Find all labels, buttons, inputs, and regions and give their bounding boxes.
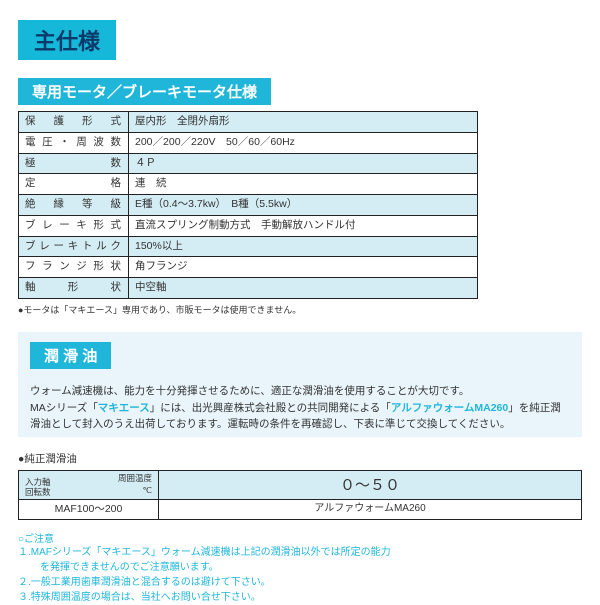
spec-table: 保 護 形 式屋内形 全閉外扇形電圧・周波数200／200／220V 50／60…	[18, 111, 478, 299]
spec-value: E種（0.4～3.7kw） B種（5.5kw）	[129, 195, 478, 216]
spec-label: ブレーキ形式	[19, 215, 129, 236]
spec-value: 角フランジ	[129, 257, 478, 278]
lub-model-range: MAF100～200	[19, 499, 159, 519]
caution-item: １.MAFシリーズ「マキエース」ウォーム減速機は上記の潤滑油以外では所定の能力 …	[18, 545, 582, 575]
spec-label: 保 護 形 式	[19, 112, 129, 133]
spec-label: 極 数	[19, 153, 129, 174]
lubricant-paragraph: ウォーム減速機は、能力を十分発揮させるために、適正な潤滑油を使用することが大切で…	[30, 383, 570, 433]
spec-label: ブレーキトルク	[19, 236, 129, 257]
spec-value: 150%以上	[129, 236, 478, 257]
spec-value: 直流スプリング制動方式 手動解放ハンドル付	[129, 215, 478, 236]
lub-hdr-input: 入力軸回転数	[19, 471, 89, 500]
caution-heading: ○ご注意	[18, 530, 582, 545]
caution-item: ３.特殊周囲温度の場合は、当社へお問い合せ下さい。	[18, 590, 582, 605]
spec-label: 絶 縁 等 級	[19, 195, 129, 216]
caution-list: １.MAFシリーズ「マキエース」ウォーム減速機は上記の潤滑油以外では所定の能力 …	[18, 545, 582, 605]
spec-label: 電圧・周波数	[19, 132, 129, 153]
spec-value: 屋内形 全閉外扇形	[129, 112, 478, 133]
spec-value: 200／200／220V 50／60／60Hz	[129, 132, 478, 153]
spec-label: 定 格	[19, 174, 129, 195]
page-title: 主仕様	[18, 20, 116, 60]
lubricant-table: 入力軸回転数 周囲温度 ℃ ０～５０ MAF100～200 アルファウォームMA…	[18, 470, 582, 519]
spec-value: 中空軸	[129, 278, 478, 299]
spec-label: フランジ形状	[19, 257, 129, 278]
caution-item: ２.一般工業用歯車潤滑油と混合するのは避けて下さい。	[18, 575, 582, 590]
lub-hdr-temp: 周囲温度 ℃	[89, 471, 159, 500]
spec-footnote: ●モータは「マキエース」専用であり、市販モータは使用できません。	[18, 303, 582, 316]
lub-temp-range: ０～５０	[159, 471, 582, 500]
section-header-motor: 専用モータ／ブレーキモータ仕様	[18, 78, 271, 105]
lubricant-info-box: 潤 滑 油 ウォーム減速機は、能力を十分発揮させるために、適正な潤滑油を使用する…	[18, 332, 582, 437]
lub-product-name: アルファウォームMA260	[159, 499, 582, 519]
section-header-lubricant: 潤 滑 油	[30, 342, 111, 369]
lubricant-subheading: ●純正潤滑油	[18, 451, 582, 466]
spec-value: ４Ｐ	[129, 153, 478, 174]
spec-value: 連 続	[129, 174, 478, 195]
spec-label: 軸 形 状	[19, 278, 129, 299]
